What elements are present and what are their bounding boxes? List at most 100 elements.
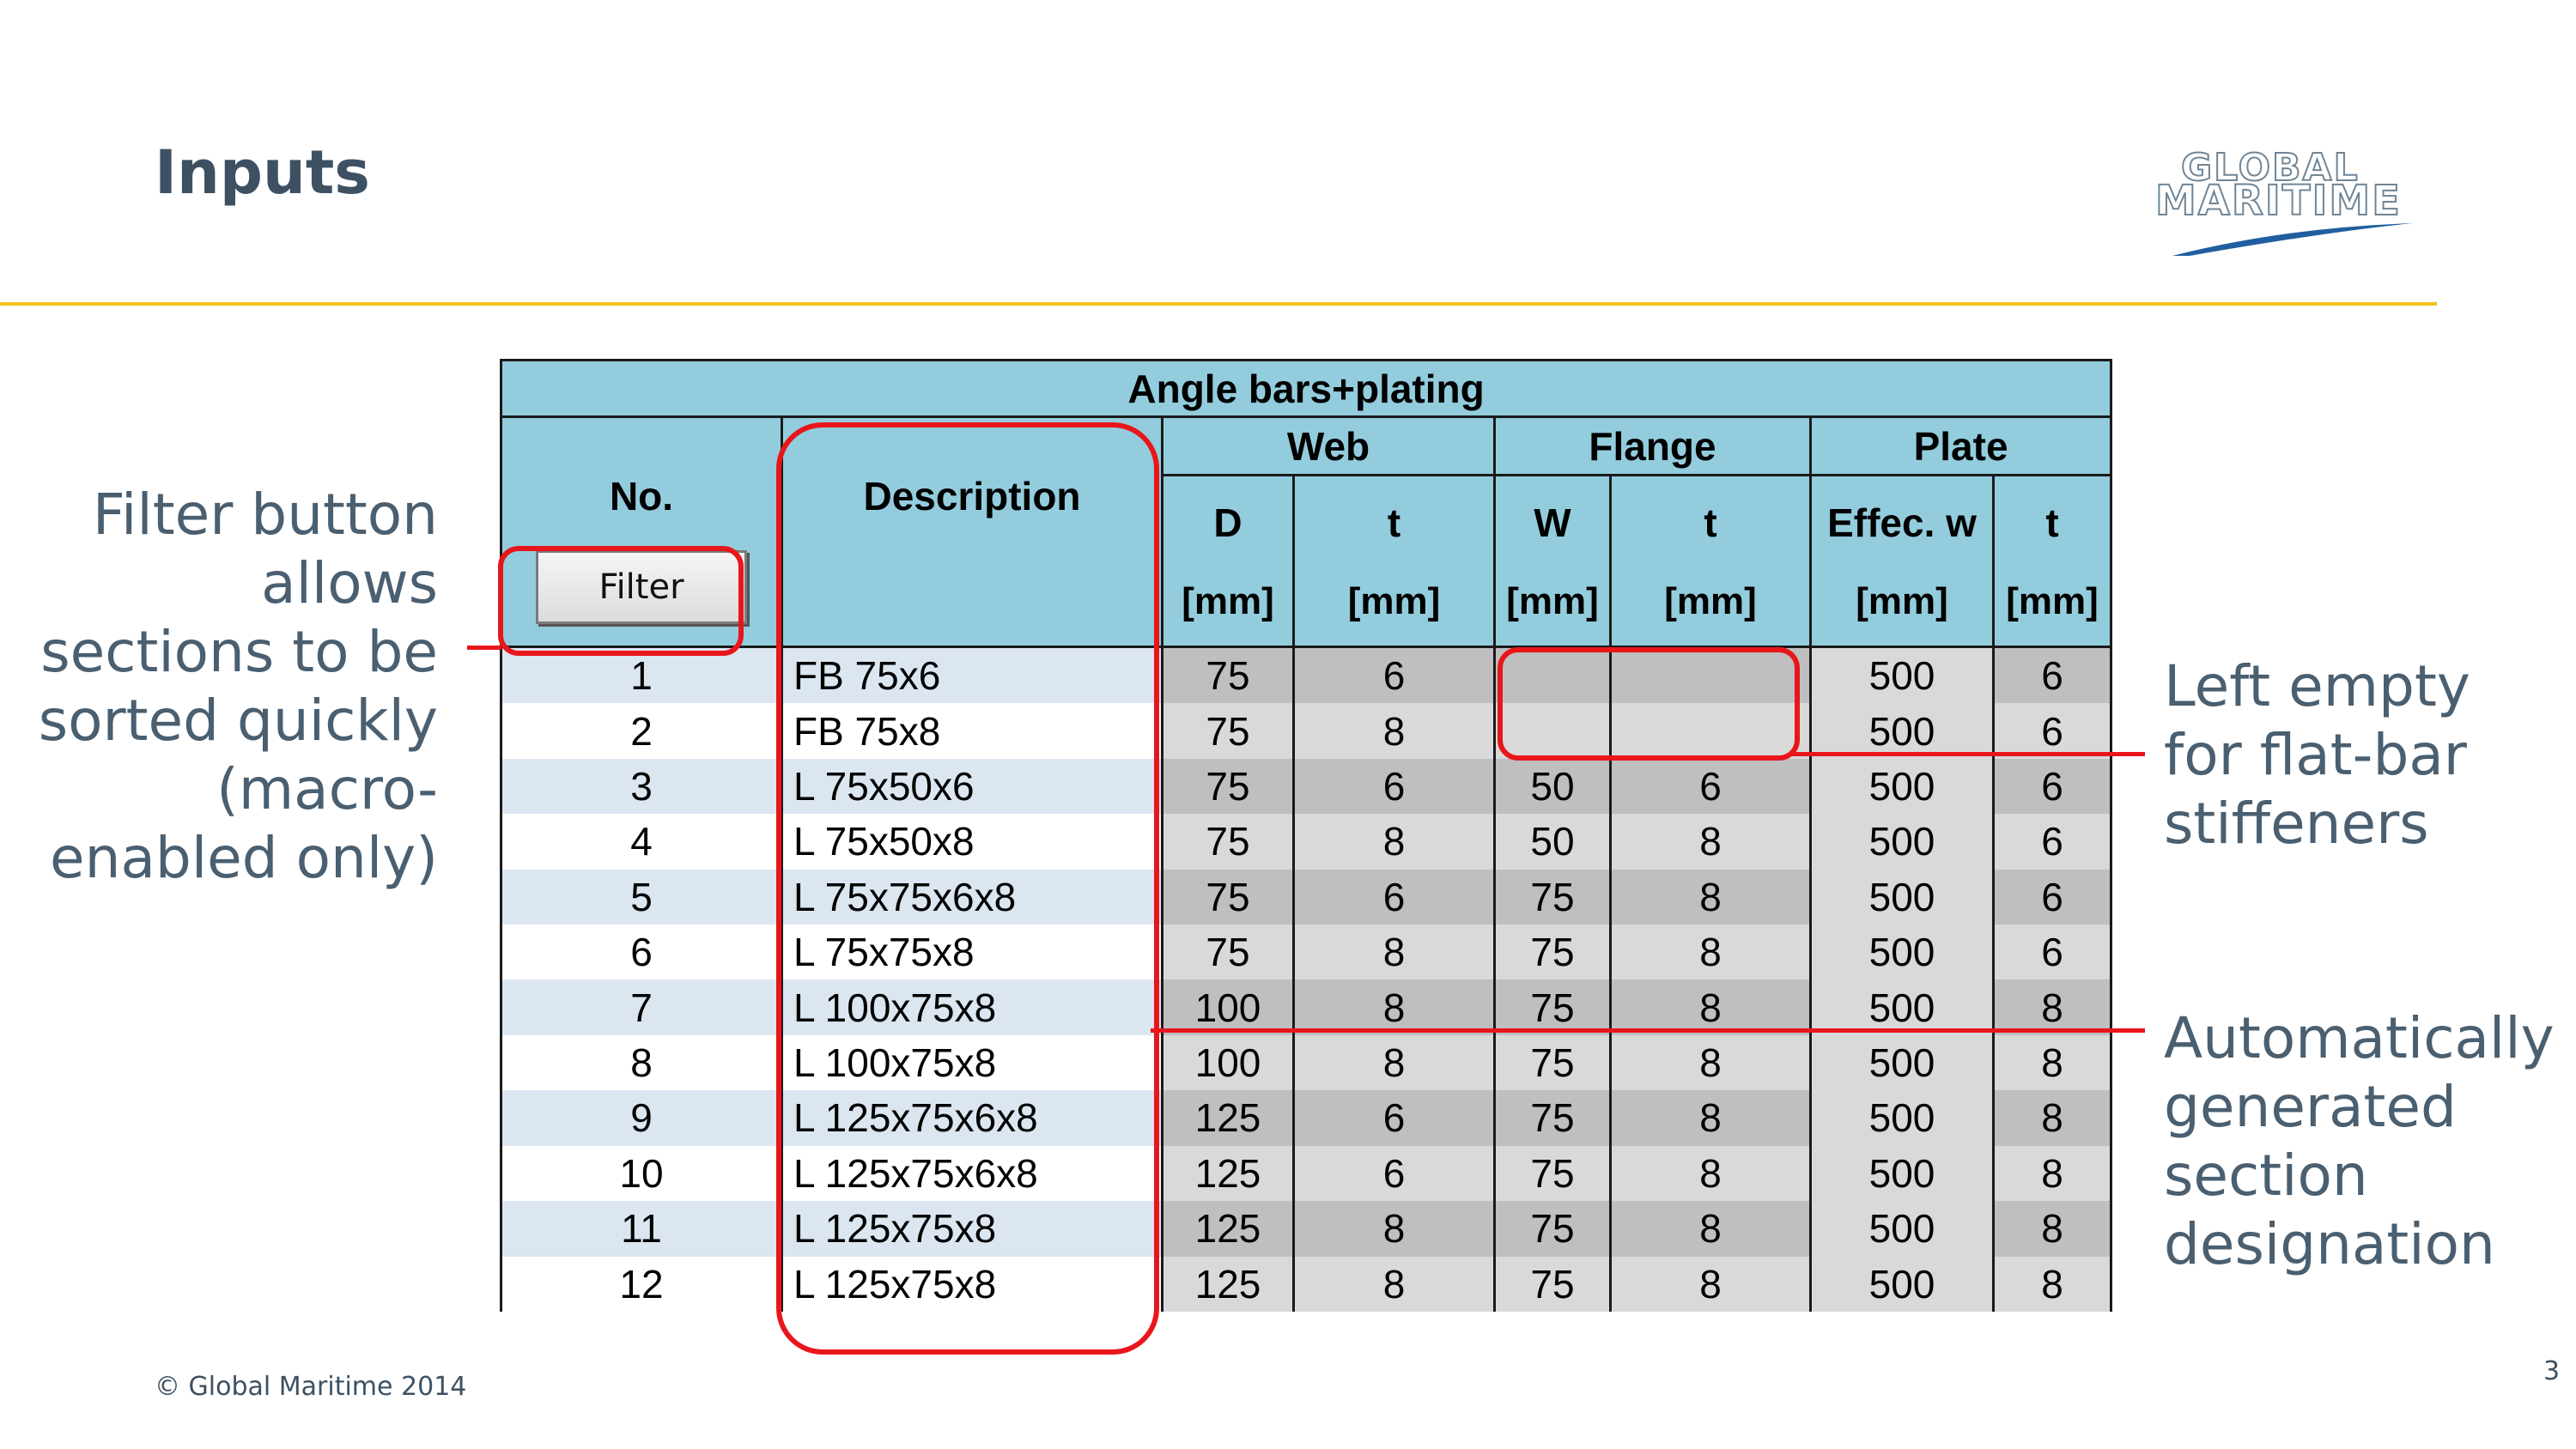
header-description: Description (781, 415, 1163, 648)
flatbar-callout: Left empty for flat-bar stiffeners (2164, 652, 2567, 858)
plate-t-cell: 8 (1991, 1256, 2113, 1312)
logo-text-maritime: MARITIME (2154, 176, 2402, 226)
web-d-cell: 125 (1161, 1201, 1295, 1257)
web-t-cell: 8 (1292, 979, 1496, 1035)
flange-w-cell: 50 (1493, 814, 1612, 870)
plate-t-cell: 8 (1991, 979, 2113, 1035)
row-number-cell: 6 (500, 925, 783, 980)
web-t-cell: 6 (1292, 1090, 1496, 1146)
callout-line: Automatically (2164, 1005, 2555, 1071)
logo-swoosh-icon (2172, 223, 2413, 256)
flange-w-cell: 75 (1493, 1145, 1612, 1202)
flange-w-cell: 75 (1493, 1034, 1612, 1091)
web-d-cell: 125 (1161, 1256, 1295, 1312)
header-no-label: No. (609, 474, 674, 518)
plate-t-cell: 6 (1991, 703, 2113, 759)
table-row: 11 L 125x75x8 125 8 75 8 500 8 (500, 1201, 2113, 1257)
callout-line: stiffeners (2164, 791, 2429, 857)
unit-label: [mm] (1664, 579, 1757, 622)
plate-effec-cell: 500 (1809, 646, 1995, 704)
row-number-cell: 1 (500, 646, 783, 704)
web-t-cell: 8 (1292, 814, 1496, 870)
description-cell: L 75x50x6 (781, 758, 1163, 815)
flatbar-connector-line (1789, 752, 2145, 756)
table-row: 2 FB 75x8 75 8 500 6 (500, 703, 2113, 759)
filter-connector-line (467, 646, 501, 650)
callout-line: (macro- (216, 756, 438, 822)
plate-effec-cell: 500 (1809, 1090, 1995, 1146)
flange-w-cell: 75 (1493, 1090, 1612, 1146)
copyright-footer: © Global Maritime 2014 (155, 1372, 467, 1402)
plate-t-cell: 6 (1991, 758, 2113, 815)
header-divider (0, 302, 2437, 306)
plate-effec-cell: 500 (1809, 979, 1995, 1035)
slide-title: Inputs (155, 137, 370, 208)
header-flange-w: W [mm] (1493, 474, 1612, 648)
web-t-cell: 6 (1292, 758, 1496, 815)
header-web-d: D [mm] (1161, 474, 1295, 648)
row-number-cell: 5 (500, 869, 783, 925)
description-cell: L 75x75x8 (781, 925, 1163, 980)
unit-label: [mm] (1347, 579, 1441, 622)
plate-effec-cell: 500 (1809, 758, 1995, 815)
web-t-cell: 8 (1292, 1201, 1496, 1257)
callout-line: section (2164, 1143, 2368, 1209)
plate-t-cell: 6 (1991, 869, 2113, 925)
web-d-cell: 100 (1161, 979, 1295, 1035)
flange-w-cell: 75 (1493, 1201, 1612, 1257)
filter-button[interactable]: Filter (536, 550, 747, 624)
callout-line: Filter button (92, 482, 438, 548)
web-t-cell: 6 (1292, 869, 1496, 925)
description-cell: L 125x75x6x8 (781, 1090, 1163, 1146)
row-number-cell: 12 (500, 1256, 783, 1312)
web-d-cell: 125 (1161, 1145, 1295, 1202)
header-plate-t-label: t (2045, 500, 2059, 545)
table-row: 12 L 125x75x8 125 8 75 8 500 8 (500, 1256, 2113, 1312)
web-t-cell: 8 (1292, 1034, 1496, 1091)
plate-t-cell: 8 (1991, 1201, 2113, 1257)
callout-line: sections to be (40, 619, 438, 685)
header-web-d-label: D (1213, 500, 1242, 545)
flange-t-cell: 8 (1609, 1145, 1812, 1202)
plate-t-cell: 8 (1991, 1034, 2113, 1091)
plate-effec-cell: 500 (1809, 1034, 1995, 1091)
row-number-cell: 9 (500, 1090, 783, 1146)
web-t-cell: 8 (1292, 1256, 1496, 1312)
plate-t-cell: 8 (1991, 1090, 2113, 1146)
row-number-cell: 2 (500, 703, 783, 759)
flange-t-cell: 8 (1609, 869, 1812, 925)
flange-t-cell (1609, 703, 1812, 759)
callout-line: generated (2164, 1074, 2457, 1140)
unit-label: [mm] (1182, 579, 1274, 622)
web-d-cell: 125 (1161, 1090, 1295, 1146)
description-cell: FB 75x6 (781, 646, 1163, 704)
flange-t-cell: 8 (1609, 1256, 1812, 1312)
filter-callout: Filter button allows sections to be sort… (26, 481, 438, 893)
flange-t-cell: 8 (1609, 1034, 1812, 1091)
plate-effec-cell: 500 (1809, 925, 1995, 980)
header-flange: Flange (1493, 415, 1812, 476)
flatbar-highlight-box (1498, 647, 1800, 761)
row-number-cell: 3 (500, 758, 783, 815)
description-cell: L 125x75x8 (781, 1256, 1163, 1312)
flange-t-cell: 8 (1609, 1090, 1812, 1146)
web-d-cell: 75 (1161, 814, 1295, 870)
web-d-cell: 75 (1161, 869, 1295, 925)
header-web-t-label: t (1387, 500, 1401, 545)
flange-t-cell: 8 (1609, 979, 1812, 1035)
row-number-cell: 8 (500, 1034, 783, 1091)
unit-label: [mm] (2006, 579, 2099, 622)
callout-line: Left empty (2164, 653, 2470, 719)
description-cell: L 75x75x6x8 (781, 869, 1163, 925)
flange-w-cell: 75 (1493, 925, 1612, 980)
description-cell: FB 75x8 (781, 703, 1163, 759)
header-flange-w-label: W (1534, 500, 1571, 545)
web-t-cell: 6 (1292, 646, 1496, 704)
web-d-cell: 75 (1161, 925, 1295, 980)
plate-t-cell: 6 (1991, 646, 2113, 704)
